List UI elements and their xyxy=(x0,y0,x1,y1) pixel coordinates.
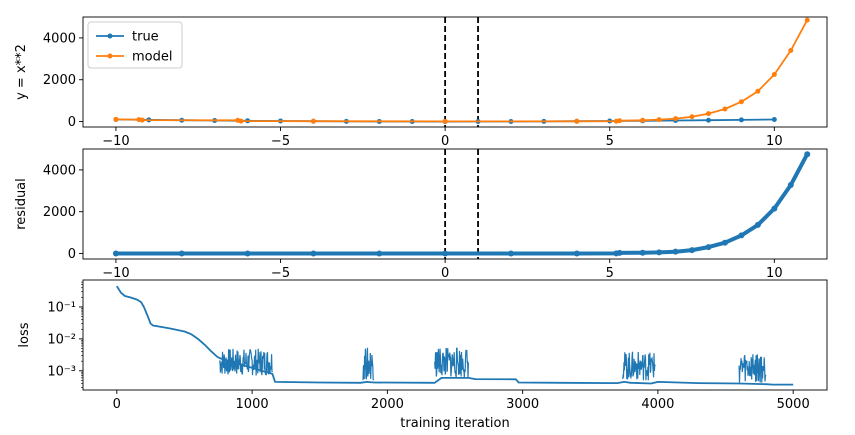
data-point xyxy=(244,250,251,257)
y-tick-label: 0 xyxy=(68,115,76,130)
data-point xyxy=(640,117,646,123)
data-point xyxy=(113,116,119,122)
y-tick-label: 10⁻² xyxy=(47,332,76,347)
panel-3: 0 1000 2000 3000 4000 5000 10⁻³ 10⁻² 10⁻¹ loss tra… xyxy=(17,279,828,431)
data-point xyxy=(705,111,711,117)
data-point xyxy=(771,72,777,78)
series-1 xyxy=(112,151,811,257)
data-point xyxy=(639,249,646,256)
data-point xyxy=(310,250,317,257)
data-point xyxy=(722,106,728,112)
data-point xyxy=(656,117,662,123)
x-tick-label: 3000 xyxy=(506,397,539,412)
data-point xyxy=(112,250,119,257)
data-point xyxy=(573,250,580,257)
x-tick-label: 5 xyxy=(606,134,614,149)
data-point xyxy=(656,249,663,256)
data-point xyxy=(755,88,761,94)
loss-noise-3 xyxy=(434,347,469,378)
loss-noise-5 xyxy=(738,354,767,383)
x-tick-label: 5 xyxy=(606,266,614,281)
x-tick-label: −5 xyxy=(271,134,290,149)
y-tick-label: 2000 xyxy=(43,73,76,88)
x-tick-label: 5000 xyxy=(777,397,810,412)
data-point xyxy=(507,250,514,257)
y-tick-label: 10⁻¹ xyxy=(47,300,76,315)
x-tick-label: 1000 xyxy=(236,397,269,412)
x-tick-label: 2000 xyxy=(371,397,404,412)
legend-marker xyxy=(107,33,113,39)
y-tick-label: 0 xyxy=(68,247,76,262)
data-point xyxy=(788,47,794,53)
legend-entry: true xyxy=(132,30,159,45)
legend-marker xyxy=(107,53,113,59)
axes-frame xyxy=(82,16,828,128)
data-point xyxy=(238,118,244,124)
y-tick-label: 2000 xyxy=(43,205,76,220)
y-axis-label: loss xyxy=(17,322,32,347)
data-point xyxy=(442,118,448,124)
x-tick-label: −10 xyxy=(102,266,129,281)
data-point xyxy=(310,118,316,124)
panel-2: −10 −5 0 5 10 0 2000 4000 residual xyxy=(14,148,828,281)
y-tick-label: 4000 xyxy=(43,163,76,178)
axes-frame xyxy=(82,279,828,391)
data-point xyxy=(616,249,623,256)
legend: true model xyxy=(87,21,183,69)
data-point xyxy=(689,247,696,254)
loss-noise-4 xyxy=(622,351,656,381)
data-point xyxy=(738,117,744,123)
data-point xyxy=(787,181,794,188)
series-1 xyxy=(116,285,794,386)
data-point xyxy=(139,117,145,123)
series-model xyxy=(113,17,810,124)
data-point xyxy=(617,118,623,124)
data-point xyxy=(672,248,679,255)
x-tick-label: 10 xyxy=(766,266,783,281)
data-point xyxy=(721,239,728,246)
data-point xyxy=(705,244,712,251)
data-point xyxy=(574,118,580,124)
y-axis-label: residual xyxy=(14,178,29,230)
x-tick-label: 4000 xyxy=(641,397,674,412)
data-point xyxy=(705,117,711,123)
data-point xyxy=(689,114,695,120)
x-tick-label: 0 xyxy=(441,134,449,149)
loss-noise-1 xyxy=(219,348,273,376)
data-point xyxy=(754,221,761,228)
data-point xyxy=(738,99,744,105)
data-point xyxy=(804,17,810,23)
data-point xyxy=(771,205,778,212)
data-point xyxy=(442,250,449,257)
series-line xyxy=(115,19,808,123)
x-tick-label: 0 xyxy=(441,266,449,281)
x-tick-label: −5 xyxy=(271,266,290,281)
data-point xyxy=(376,250,383,257)
x-tick-label: 0 xyxy=(113,397,121,412)
axes-frame xyxy=(82,148,828,260)
y-axis-label: y = x**2 xyxy=(14,44,29,100)
panel-1: −10 −5 0 5 10 0 2000 4000 y = x**2 true model xyxy=(14,16,828,149)
data-point xyxy=(178,250,185,257)
legend-entry: model xyxy=(132,50,172,65)
series-line xyxy=(116,285,794,386)
loss-noise-2 xyxy=(362,347,375,381)
x-tick-label: −10 xyxy=(102,134,129,149)
x-tick-label: 10 xyxy=(766,134,783,149)
x-axis-label: training iteration xyxy=(400,416,509,431)
data-point xyxy=(673,116,679,122)
data-point xyxy=(804,151,811,158)
y-tick-label: 10⁻³ xyxy=(47,364,76,379)
y-tick-label: 4000 xyxy=(43,31,76,46)
data-point xyxy=(738,232,745,239)
data-point xyxy=(771,116,777,122)
series-line xyxy=(115,153,809,256)
